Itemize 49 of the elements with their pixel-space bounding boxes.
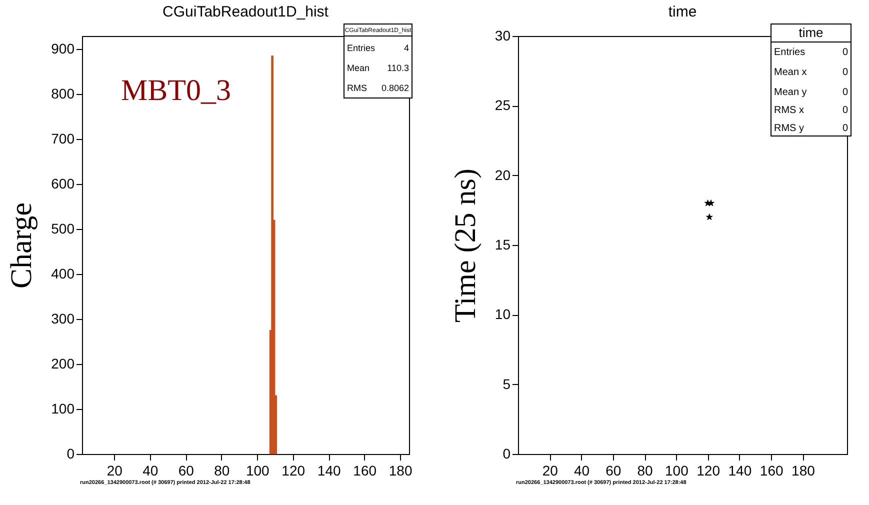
y-tick-label: 10: [494, 306, 511, 322]
chart-title: CGuiTabReadout1D_hist: [162, 4, 330, 20]
x-tick-label: 160: [760, 462, 784, 478]
y-tick-label: 100: [51, 400, 75, 417]
x-tick-label: 140: [317, 462, 341, 478]
y-tick-label: 0: [502, 446, 511, 462]
text: RMS y 0: [774, 123, 848, 134]
y-tick-label: 800: [51, 86, 75, 102]
x-tick-label: 80: [214, 462, 230, 478]
y-tick-label: 500: [51, 220, 75, 237]
y-tick-label: 200: [51, 356, 75, 372]
y-tick-label: 400: [51, 266, 75, 282]
annotation: MBT0_3: [121, 74, 232, 107]
text: Mean x 0: [774, 67, 848, 78]
y-tick-label: 15: [494, 236, 511, 252]
y-tick-label: 300: [51, 310, 75, 327]
y-tick-label: 0: [66, 446, 75, 462]
text: Entries 0: [774, 47, 848, 58]
y-tick-label: 700: [51, 130, 75, 147]
x-tick-label: 100: [246, 462, 270, 478]
y-tick-label: 900: [51, 40, 75, 57]
text: Entries 4: [347, 43, 409, 53]
y-tick-label: 30: [494, 28, 511, 44]
y-axis-title: Time (25 ns): [448, 168, 482, 322]
y-tick-label: 20: [494, 166, 511, 183]
x-tick-label: 180: [792, 462, 816, 478]
x-tick-label: 160: [353, 462, 377, 478]
text: Mean 110.3: [347, 63, 409, 73]
y-axis-title: Charge: [5, 202, 38, 289]
y-tick-label: 5: [502, 376, 511, 392]
x-tick-label: 140: [728, 462, 752, 478]
text: RMS x 0: [774, 105, 848, 116]
x-tick-label: 60: [606, 462, 622, 478]
x-tick-label: 120: [282, 462, 306, 478]
x-tick-label: 20: [106, 462, 123, 478]
y-tick-label: 25: [494, 97, 511, 114]
annotation: time: [798, 25, 824, 40]
x-tick-label: 100: [664, 462, 689, 478]
x-tick-label: 120: [696, 462, 720, 478]
x-tick-label: 40: [142, 462, 158, 478]
y-tick-label: 600: [51, 176, 75, 192]
text: RMS 0.8062: [347, 83, 409, 93]
text: Mean y 0: [774, 87, 848, 98]
chart-title: time: [668, 4, 697, 20]
x-tick-label: 180: [388, 462, 412, 478]
x-tick-label: 40: [574, 462, 590, 478]
x-tick-label: 60: [178, 462, 194, 478]
x-tick-label: 20: [542, 462, 558, 478]
x-tick-label: 80: [637, 462, 654, 478]
